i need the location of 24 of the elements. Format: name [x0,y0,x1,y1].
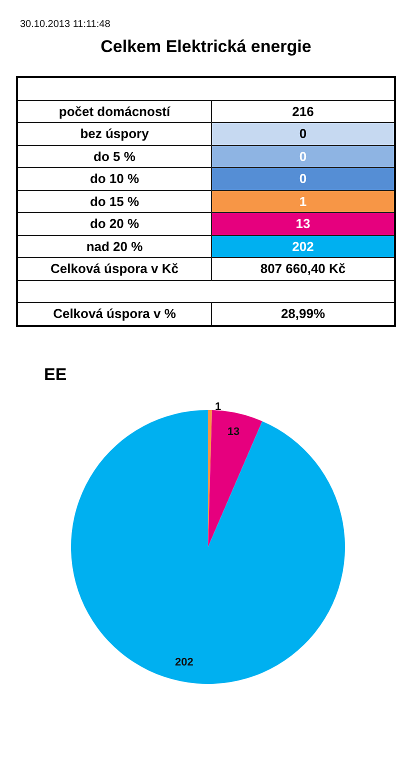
category-label: do 20 % [17,212,212,235]
chart-title: EE [44,365,67,384]
data-label: 807 660,40 Kč [212,258,395,280]
data-label: 1 [215,401,222,414]
category-label: do 5 % [17,145,212,168]
category-label: do 10 % [17,168,212,190]
data-label: 1 [212,190,395,212]
data-label: 28,99% [212,302,395,326]
data-label: 13 [227,426,240,438]
category-label: Celková úspora v Kč [17,258,212,280]
category-label: nad 20 % [17,235,212,258]
data-label: 0 [212,122,395,145]
text: Celkem Elektrická energie [100,37,312,57]
category-label: Celková úspora v % [17,302,212,326]
data-label: 13 [212,212,395,235]
data-label: 216 [212,100,395,122]
data-label: 202 [212,235,395,258]
category-label: do 15 % [17,190,212,212]
category-label: bez úspory [17,122,212,145]
category-label: počet domácností [17,100,212,122]
text: 30.10.2013 11:11:48 [20,19,110,30]
data-label: 0 [212,145,395,168]
data-label: 202 [174,656,194,668]
data-label: 0 [212,168,395,190]
